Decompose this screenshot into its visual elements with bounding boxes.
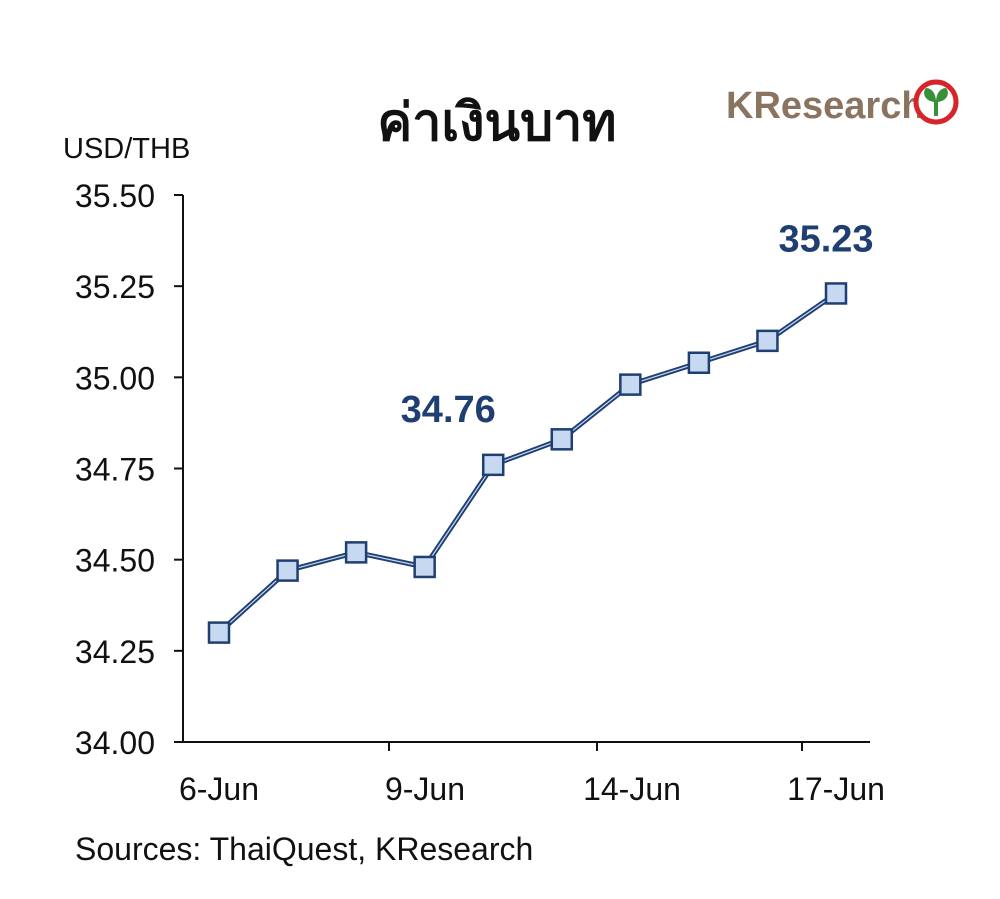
y-tick-label: 34.50 [75,543,155,579]
x-tick-label: 17-Jun [787,771,885,807]
data-point-marker [550,428,574,451]
x-tick-label: 14-Jun [583,771,681,807]
data-point-marker [824,282,848,305]
series-line [217,291,838,635]
data-markers [207,282,848,644]
y-tick-label: 35.00 [75,360,155,396]
logo-wordmark: KResearch [726,85,925,127]
data-point-marker [756,329,779,353]
y-tick-label: 35.50 [75,178,155,214]
y-axis: 35.50 35.25 35.00 34.75 34.50 34.25 34.00 [75,178,184,761]
kbank-leaf-icon [913,79,959,125]
x-tick-label: 6-Jun [179,771,259,807]
y-tick-label: 34.75 [75,452,155,488]
data-point-marker [481,453,505,477]
data-label: 35.23 [778,218,873,260]
source-note: Sources: ThaiQuest, KResearch [75,831,533,867]
data-point-marker [276,559,299,582]
y-tick-label: 34.25 [75,634,155,670]
data-labels: 34.76 35.23 [401,218,874,430]
kresearch-logo: KResearch [726,79,959,127]
series-lines [217,291,838,635]
data-point-marker [413,555,436,579]
x-tick-label: 9-Jun [385,771,465,807]
data-point-marker [619,373,642,396]
y-tick-label: 35.25 [75,269,155,305]
data-point-marker [344,541,368,564]
x-axis: 6-Jun 9-Jun 14-Jun 17-Jun [179,741,885,807]
y-axis-unit-label: USD/THB [63,133,190,165]
series-line-highlight [218,293,837,634]
data-point-marker [687,351,711,374]
data-point-marker [207,621,231,644]
y-tick-label: 34.00 [75,725,155,761]
chart-title: ค่าเงินบาท [377,93,616,153]
data-label: 34.76 [401,389,496,431]
